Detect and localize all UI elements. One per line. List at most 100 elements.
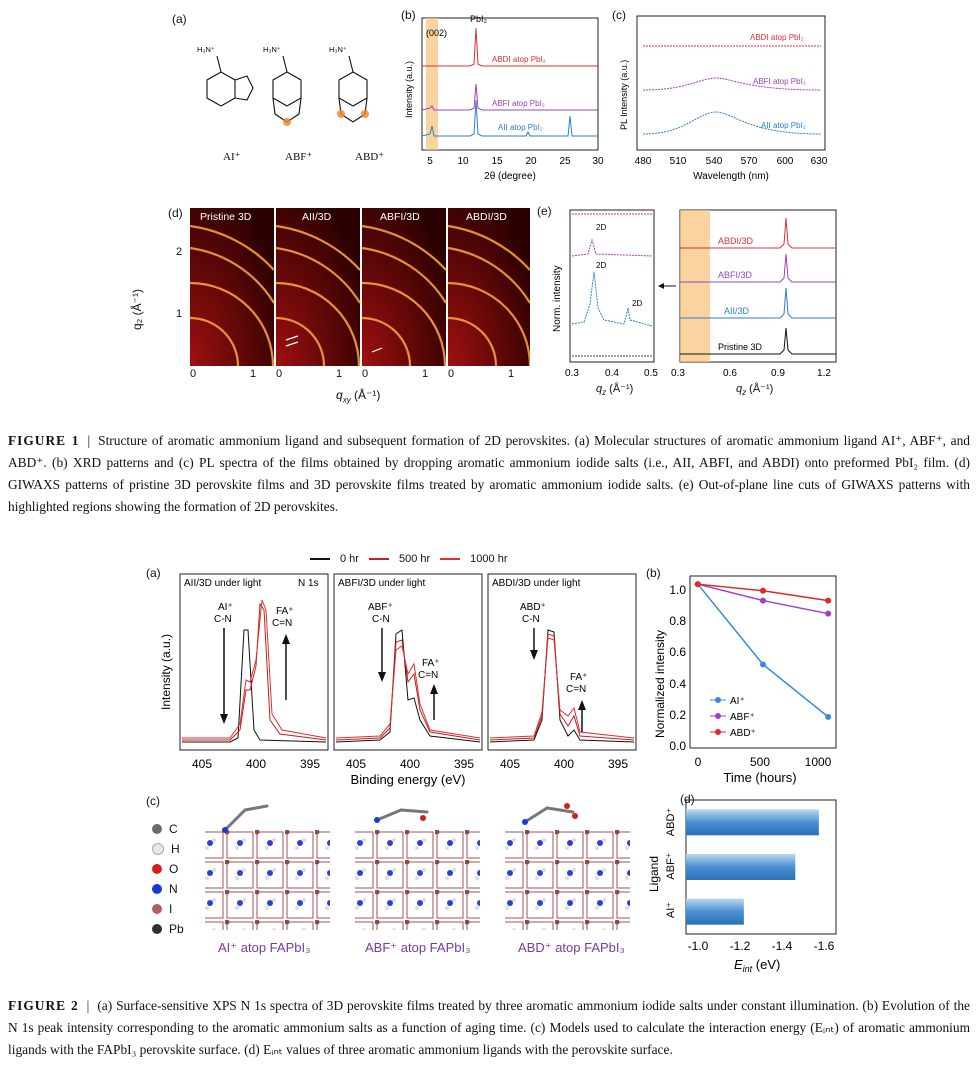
xps-xtick: 395 xyxy=(300,757,320,771)
xrd-curve-abfi xyxy=(421,83,598,111)
figure-1-caption: FIGURE 1 | Structure of aromatic ammonium … xyxy=(8,433,970,514)
aging-ytick: 0.4 xyxy=(669,677,686,691)
molecule-label-abd: ABD⁺ xyxy=(355,151,385,163)
linecut-xlabel-left: qz (Å⁻¹) xyxy=(596,382,633,397)
amine-label-2: H₃N⁺ xyxy=(263,45,281,54)
atom-dot-n xyxy=(152,884,162,894)
giwaxs-image-3 xyxy=(362,208,446,366)
model-label-abf: ABF⁺ atop FAPbI₃ xyxy=(365,940,471,955)
linecut-series-abfi: ABFI/3D xyxy=(718,270,753,280)
xps-ylabel: Intensity (a.u.) xyxy=(159,634,173,710)
atom-dot-i xyxy=(152,904,162,914)
xps-fa-cn-label-3: C=N xyxy=(566,684,586,695)
giwaxs-xlabel: qxy (Å⁻¹) xyxy=(336,388,380,404)
eint-xtick: -1.0 xyxy=(688,939,709,953)
eint-xlabel-sub: int xyxy=(743,964,753,974)
eint-bar xyxy=(686,898,744,925)
aging-point xyxy=(825,597,832,604)
legend-1000hr: 1000 hr xyxy=(470,553,508,565)
linecut-xlabel-sub: z xyxy=(742,388,747,398)
eint-category-abf: ABF⁺ xyxy=(665,852,677,879)
model-slab-abd xyxy=(505,830,630,930)
model-label-ai: AI⁺ atop FAPbI₃ xyxy=(218,940,311,955)
linecut-xtick: 0.5 xyxy=(644,368,658,379)
linecut-series-abdi: ABDI/3D xyxy=(718,236,754,246)
giwaxs-xtick: 0 xyxy=(448,368,455,380)
linecut-xlabel-unit: (Å⁻¹) xyxy=(606,383,634,395)
xps-fa-label-1: FA⁺ xyxy=(276,606,294,617)
eint-xlabel-unit: (eV) xyxy=(752,957,780,972)
oxygen-atom-abf xyxy=(283,118,291,126)
atom-label-o: O xyxy=(169,862,179,876)
model-slab-ai xyxy=(205,830,330,930)
perovskite-models xyxy=(205,803,630,930)
xps-abf-cn-label: C-N xyxy=(372,614,390,625)
giwaxs-xlabel-sub: xy xyxy=(342,395,351,405)
aging-xtick: 1000 xyxy=(805,755,832,769)
giwaxs-xlabel-unit: (Å⁻¹) xyxy=(350,388,381,402)
figure-2-caption-label: FIGURE 2 xyxy=(8,998,79,1013)
panel-label-1d: (d) xyxy=(168,206,183,220)
giwaxs-xtick: 0 xyxy=(362,368,369,380)
giwaxs-xtick: 1 xyxy=(508,368,515,380)
panel-label-2d: (d) xyxy=(680,792,695,806)
xps-title-abfi: ABFI/3D under light xyxy=(338,578,425,589)
xps-title-aii: AII/3D under light xyxy=(184,578,261,589)
eint-chart: Ligand ABD⁺ ABF⁺ AI⁺ -1.0 -1.2 -1.4 -1.6… xyxy=(647,799,837,974)
xps-ai-cn-label: C-N xyxy=(214,614,232,625)
xps-fa-cn-label-2: C=N xyxy=(418,670,438,681)
giwaxs-xtick: 1 xyxy=(250,368,257,380)
highlight-002 xyxy=(426,18,438,150)
xps-xlabel: Binding energy (eV) xyxy=(351,772,466,787)
linecut-mark-2d: 2D xyxy=(632,299,642,308)
aging-legend-abd: ABD⁺ xyxy=(730,728,756,739)
atom-dot-pb xyxy=(152,924,162,934)
giwaxs-image-2 xyxy=(276,208,360,366)
aging-point xyxy=(694,581,701,588)
xrd-series-abfi: ABFI atop PbI₂ xyxy=(492,99,545,108)
aging-ytick: 0.8 xyxy=(669,614,686,628)
pl-xtick: 600 xyxy=(777,156,794,167)
eint-bar xyxy=(686,854,796,880)
xrd-xtick: 20 xyxy=(525,156,537,167)
aging-chart: Normalized intensity 1.0 0.8 0.6 0.4 0.2… xyxy=(653,575,837,785)
pl-xtick: 570 xyxy=(741,156,758,167)
pl-curve-aii xyxy=(642,111,822,135)
aging-point xyxy=(760,587,766,594)
xrd-curve-aii xyxy=(421,99,598,137)
legend-500hr: 500 hr xyxy=(398,553,431,565)
eint-ylabel: Ligand xyxy=(647,856,661,892)
xrd-xtick: 5 xyxy=(427,156,433,167)
model-label-abd: ABD⁺ atop FAPbI₃ xyxy=(518,940,625,955)
eint-xtick: -1.6 xyxy=(814,939,835,953)
giwaxs-xtick: 0 xyxy=(190,368,197,380)
linecut-ylabel: Norm. intensity xyxy=(552,265,563,332)
aging-xtick: 500 xyxy=(750,755,770,769)
aging-ytick: 0.0 xyxy=(669,739,686,753)
pl-plot: ABDI atop PbI₂ ABFI atop PbI₂ AII atop P… xyxy=(619,15,828,182)
molecule-label-ai: AI⁺ xyxy=(223,151,241,163)
giwaxs-title-aii: AII/3D xyxy=(302,211,332,223)
aging-legend-abf: ABF⁺ xyxy=(730,712,755,723)
aging-point xyxy=(760,661,766,668)
xps-fa-cn-label-1: C=N xyxy=(272,618,292,629)
molecule-label-abf: ABF⁺ xyxy=(285,151,313,163)
linecut-series-pristine: Pristine 3D xyxy=(718,342,763,352)
pbi2-peak-label: PbI₂ xyxy=(470,14,488,24)
aging-point xyxy=(825,610,832,617)
xrd-series-aii: AII atop PbI₂ xyxy=(498,123,543,132)
linecut-plot: 2D 2D 2D ABDI/3D ABFI/3D AII/3D Pristine… xyxy=(552,209,837,379)
pl-series-abfi: ABFI atop PbI₂ xyxy=(753,77,806,86)
giwaxs-ylabel: q₂ (Å⁻¹) xyxy=(130,289,144,330)
atom-label-i: I xyxy=(169,902,173,916)
xrd-xtick: 15 xyxy=(491,156,503,167)
linecut-xlabel-right: qz (Å⁻¹) xyxy=(736,382,773,397)
linecut-xtick: 0.3 xyxy=(565,368,579,379)
molecule-structures: H₃N⁺ H₃N⁺ H₃N⁺ xyxy=(197,45,369,126)
panel-label-1e: (e) xyxy=(537,204,552,218)
pl-xtick: 510 xyxy=(670,156,687,167)
panel-label-1c: (c) xyxy=(612,8,626,22)
giwaxs-image-1 xyxy=(190,208,274,366)
giwaxs-title-abfi: ABFI/3D xyxy=(380,211,420,223)
figure-1-caption-text: Structure of aromatic ammonium ligand an… xyxy=(8,433,970,514)
